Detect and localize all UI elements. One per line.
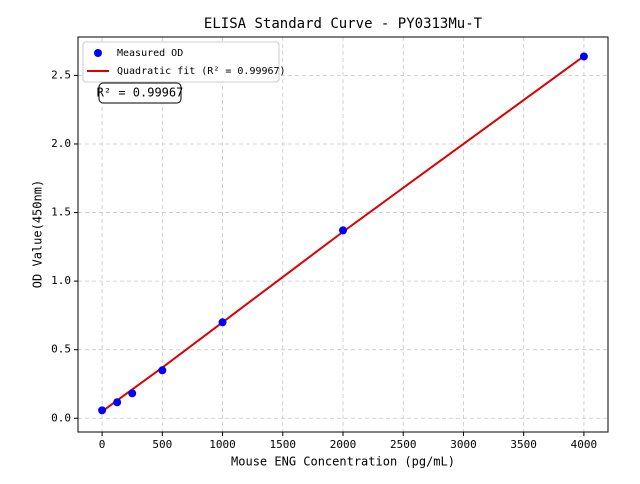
x-tick-label: 1500 — [270, 438, 297, 451]
chart-title: ELISA Standard Curve - PY0313Mu-T — [204, 16, 483, 32]
x-tick-label: 2000 — [330, 438, 357, 451]
data-point — [579, 52, 588, 61]
y-tick-label: 1.0 — [51, 274, 71, 287]
y-tick-label: 1.5 — [51, 206, 71, 219]
data-point — [339, 226, 347, 235]
x-tick-label: 0 — [99, 438, 106, 451]
y-tick-label: 2.5 — [51, 68, 71, 81]
data-point — [113, 398, 122, 407]
x-tick-label: 500 — [152, 438, 172, 451]
y-axis-label: OD Value(450nm) — [31, 180, 45, 288]
x-tick-label: 4000 — [571, 438, 598, 451]
annotation: R² = 0.99967 — [97, 86, 184, 100]
x-tick-label: 3500 — [510, 438, 537, 451]
legend-marker — [94, 49, 102, 57]
x-axis-label: Mouse ENG Concentration (pg/mL) — [231, 455, 455, 469]
plot-frame — [77, 36, 609, 433]
x-tick-label: 2500 — [390, 438, 417, 451]
data-point — [218, 318, 227, 327]
y-tick-label: 0.0 — [51, 411, 71, 424]
y-tick-label: 0.5 — [51, 343, 71, 356]
y-tick-label: 2.0 — [51, 137, 71, 150]
data-point — [98, 406, 107, 415]
legend-label: Measured OD — [117, 48, 183, 59]
x-tick-label: 1000 — [209, 438, 236, 451]
data-point — [128, 389, 137, 398]
x-tick-label: 3000 — [450, 438, 477, 451]
data-point — [158, 366, 167, 375]
legend-label: Quadratic fit (R² = 0.99967) — [117, 66, 286, 77]
annotation-box — [98, 82, 182, 104]
legend-box — [82, 41, 280, 83]
